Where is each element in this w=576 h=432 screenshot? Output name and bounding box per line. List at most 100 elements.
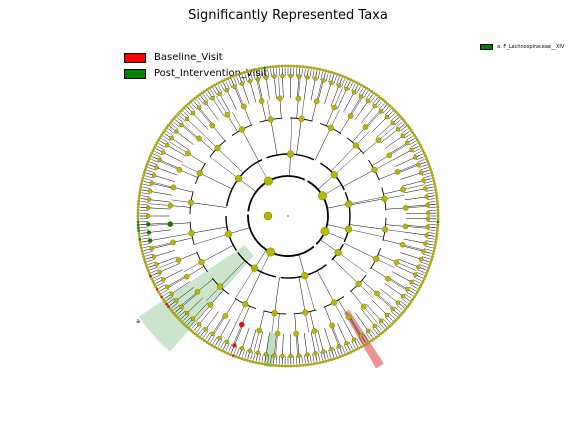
leaf-node	[418, 143, 422, 147]
clade-edge	[190, 202, 227, 208]
leaf-edge	[218, 339, 223, 347]
leaf-edge	[410, 284, 418, 289]
clade-arc	[247, 214, 315, 257]
clade-node	[169, 136, 174, 141]
clade-edge	[235, 86, 245, 107]
leaf-node	[226, 77, 230, 81]
leaf-edge	[141, 192, 150, 195]
leaf-edge	[301, 355, 303, 364]
leaf-node	[178, 318, 182, 322]
clade-edge	[261, 100, 267, 121]
clade-node	[196, 105, 202, 110]
clade-edge	[374, 160, 393, 170]
clade-node	[313, 351, 318, 356]
clade-edge	[298, 254, 306, 276]
leaf-node	[170, 119, 174, 123]
clade-edge	[267, 99, 271, 120]
leaf-node	[157, 290, 161, 294]
clade-node	[146, 230, 152, 235]
leaf-edge	[343, 344, 348, 352]
clade-node	[365, 98, 371, 104]
clade-edge	[195, 304, 211, 322]
clade-edge	[151, 243, 174, 249]
leaf-node	[283, 64, 287, 68]
clade-node	[169, 291, 174, 296]
leaf-edge	[144, 178, 153, 181]
leaf-edge	[140, 229, 149, 231]
leaf-node	[341, 74, 345, 78]
leaf-edge	[309, 69, 312, 78]
leaf-edge	[365, 332, 371, 340]
leaf-node	[352, 79, 355, 83]
leaf-node	[136, 220, 140, 224]
leaf-node	[332, 71, 336, 75]
clade-edge	[405, 204, 428, 207]
leaf-node	[196, 94, 199, 98]
clade-edge	[361, 280, 378, 294]
leaf-node	[417, 287, 421, 291]
clade-node	[425, 224, 430, 230]
leaf-edge	[220, 84, 225, 92]
leaf-edge	[154, 276, 163, 281]
clade-node	[190, 316, 196, 322]
leaf-edge	[166, 295, 174, 301]
leaf-node	[367, 340, 371, 344]
clade-node	[372, 323, 377, 329]
leaf-node	[421, 149, 425, 152]
leaf-node	[307, 363, 311, 367]
clade-edge	[148, 222, 171, 225]
leaf-edge	[244, 74, 248, 83]
clade-edge	[159, 160, 180, 170]
clade-node	[242, 301, 249, 308]
leaf-node	[184, 104, 188, 108]
clade-node	[421, 249, 426, 254]
leaf-node	[184, 324, 188, 328]
clade-edge	[186, 118, 204, 135]
post-clade-shade-2	[264, 332, 276, 368]
leaf-node	[411, 131, 415, 135]
leaf-node	[383, 328, 387, 332]
clade-edge	[199, 173, 233, 190]
clade-edge	[209, 156, 239, 179]
clade-node	[241, 103, 247, 110]
leaf-node	[321, 68, 325, 72]
leaf-node	[174, 114, 178, 118]
clade-edge	[294, 313, 297, 334]
clade-edge	[378, 254, 397, 263]
leaf-node	[324, 69, 328, 73]
leaf-edge	[325, 350, 329, 359]
clade-edge	[163, 269, 183, 280]
clade-edge	[330, 325, 340, 347]
leaf-node	[248, 359, 252, 363]
clade-edge	[326, 107, 335, 126]
leaf-node	[229, 75, 233, 79]
leaf-node	[349, 78, 353, 82]
clade-edge	[173, 187, 193, 193]
leaf-edge	[171, 302, 179, 308]
clade-node	[336, 83, 342, 88]
clade-edge	[171, 199, 191, 203]
clade-edge	[167, 275, 187, 288]
leaf-node	[310, 66, 313, 70]
leaf-node	[381, 330, 385, 334]
leaf-edge	[173, 121, 180, 128]
leaf-node	[346, 77, 350, 81]
clade-edge	[384, 283, 403, 297]
clade-node	[352, 142, 360, 149]
leaf-edge	[233, 346, 238, 354]
clade-edge	[355, 312, 369, 331]
leaf-edge	[141, 195, 150, 198]
clade-edge	[234, 86, 244, 108]
leaf-node	[152, 282, 156, 286]
clade-edge	[405, 226, 428, 229]
leaf-edge	[145, 175, 154, 179]
leaf-edge	[228, 344, 233, 352]
leaf-edge	[236, 77, 240, 85]
clade-node	[175, 257, 182, 263]
clade-edge	[343, 319, 355, 340]
leaf-node	[203, 89, 207, 93]
leaf-edge	[141, 234, 150, 237]
leaf-node	[433, 182, 436, 186]
leaf-edge	[147, 170, 155, 173]
clade-node	[272, 74, 277, 79]
